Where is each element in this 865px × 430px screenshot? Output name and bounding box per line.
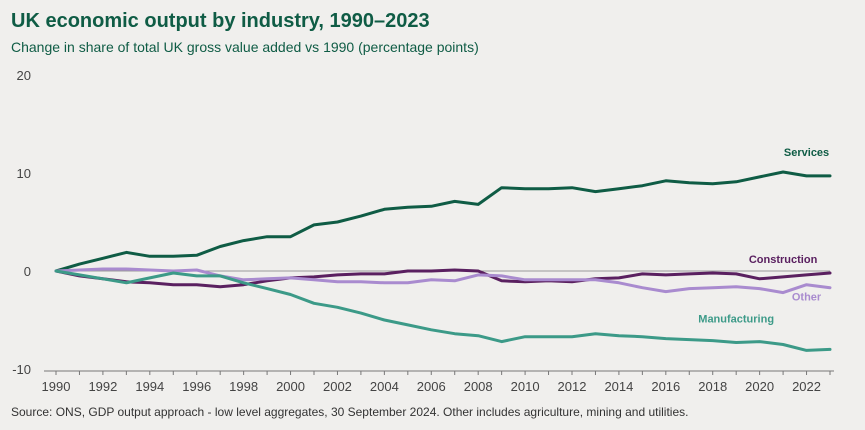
x-tick-label: 2012 — [558, 379, 587, 394]
x-tick-label: 2022 — [792, 379, 821, 394]
x-axis-ticks — [55, 371, 831, 375]
chart-title: UK economic output by industry, 1990–202… — [11, 10, 430, 32]
series-line-services — [54, 170, 832, 273]
series-label-other: Other — [792, 292, 822, 304]
x-tick-label: 1996 — [182, 379, 211, 394]
series-line-construction — [54, 268, 832, 289]
y-tick-label: 0 — [24, 264, 31, 279]
x-tick-label: 2014 — [604, 379, 633, 394]
chart-subtitle: Change in share of total UK gross value … — [11, 39, 479, 55]
x-tick-label: 2008 — [464, 379, 493, 394]
x-tick-label: 2016 — [651, 379, 680, 394]
y-tick-label: 20 — [17, 68, 31, 83]
y-tick-label: 10 — [17, 166, 31, 181]
line-chart: -10 0 10 20 1990 1992 1994 1996 1998 2000 2002 200… — [12, 68, 834, 394]
series-lines — [54, 170, 832, 352]
series-label-construction: Construction — [749, 254, 818, 266]
x-axis-labels: 1990 1992 1994 1996 1998 2000 2002 2004 2006 2008… — [42, 379, 821, 394]
x-tick-label: 1990 — [42, 379, 71, 394]
series-label-services: Services — [784, 147, 829, 159]
x-tick-label: 1994 — [135, 379, 164, 394]
x-tick-label: 2006 — [417, 379, 446, 394]
x-tick-label: 1998 — [229, 379, 258, 394]
series-line-other — [54, 267, 832, 295]
x-tick-label: 2004 — [370, 379, 399, 394]
series-label-manufacturing: Manufacturing — [698, 314, 774, 326]
x-tick-label: 2020 — [745, 379, 774, 394]
series-labels: Services Construction Other Manufacturing — [698, 147, 829, 326]
series-line-manufacturing — [54, 269, 832, 352]
x-tick-label: 2000 — [276, 379, 305, 394]
source-note: Source: ONS, GDP output approach - low l… — [11, 405, 689, 419]
x-tick-label: 1992 — [88, 379, 117, 394]
x-tick-label: 2002 — [323, 379, 352, 394]
y-tick-label: -10 — [12, 362, 31, 377]
y-axis-labels: -10 0 10 20 — [12, 68, 31, 377]
x-tick-label: 2010 — [511, 379, 540, 394]
x-tick-label: 2018 — [698, 379, 727, 394]
